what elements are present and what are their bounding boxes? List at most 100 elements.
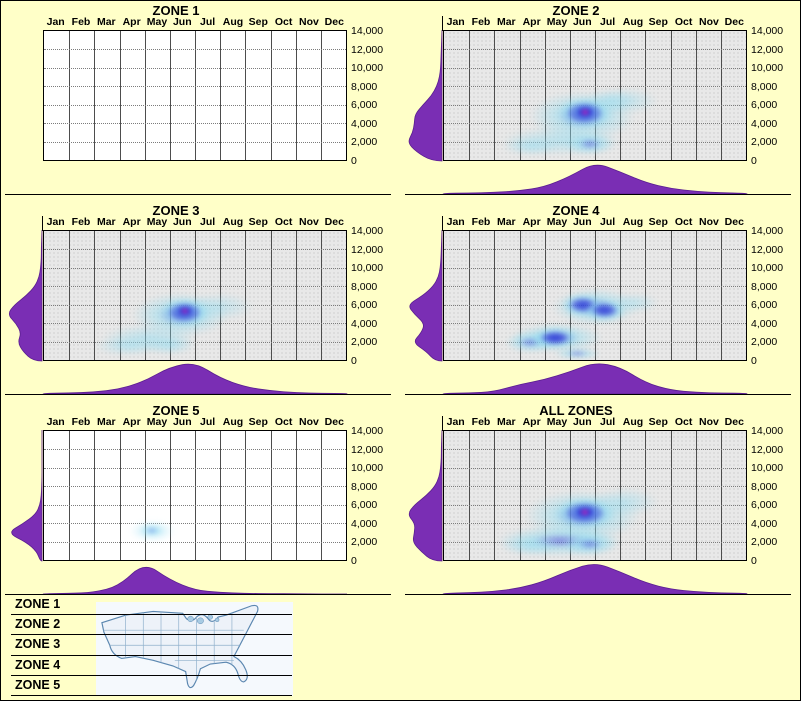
elevation-grid-line bbox=[44, 67, 346, 69]
elevation-tick-label: 2,000 bbox=[351, 336, 378, 349]
month-label: Jul bbox=[200, 16, 216, 28]
elevation-tick-label: 10,000 bbox=[351, 462, 384, 475]
month-label: Oct bbox=[674, 216, 693, 228]
month-grid-line bbox=[119, 431, 121, 560]
elevation-tick-label: 6,000 bbox=[351, 299, 378, 312]
plot-spine-tick bbox=[442, 16, 443, 31]
elevation-tick-label: 14,000 bbox=[751, 225, 784, 237]
elevation-tick-label: 12,000 bbox=[751, 43, 784, 56]
month-grid-line bbox=[670, 231, 672, 360]
elevation-axis: 14,000 12,000 10,000 8,000 6,000 4,000 2,000 0 bbox=[751, 425, 799, 567]
month-label: Sep bbox=[248, 416, 268, 428]
month-label: Oct bbox=[274, 16, 293, 28]
month-label: Feb bbox=[71, 216, 91, 228]
month-label: Oct bbox=[674, 16, 693, 28]
marginal-density-shape bbox=[409, 30, 442, 161]
month-axis: Jan Feb Mar Apr May Jun Jul Aug Sep Oct Nov Dec bbox=[443, 16, 747, 29]
month-label: Jun bbox=[572, 416, 592, 428]
panel-baseline bbox=[5, 594, 391, 595]
elevation-axis: 14,000 12,000 10,000 8,000 6,000 4,000 2,000 0 bbox=[351, 425, 399, 567]
elevation-tick-label: 6,000 bbox=[351, 499, 378, 512]
legend-zone-label: ZONE 2 bbox=[15, 617, 61, 632]
elevation-grid-line bbox=[444, 86, 746, 88]
density-blob bbox=[562, 532, 618, 557]
elevation-tick-label: 10,000 bbox=[351, 262, 384, 275]
month-axis: Jan Feb Mar Apr May Jun Jul Aug Sep Oct Nov Dec bbox=[43, 216, 347, 229]
panel-all-zones: ALL ZONES Jan Feb Mar Apr May Jun Jul Aug Sep Oct… bbox=[401, 401, 800, 600]
elevation-tick-label: 0 bbox=[751, 155, 757, 167]
legend-zone-label: ZONE 1 bbox=[15, 597, 61, 611]
elevation-tick-label: 12,000 bbox=[351, 43, 384, 56]
elevation-tick-label: 0 bbox=[751, 555, 757, 567]
elevation-tick-label: 2,000 bbox=[751, 336, 778, 349]
marginal-density-shape bbox=[43, 364, 347, 394]
month-label: Nov bbox=[699, 16, 719, 28]
density-blobs bbox=[444, 31, 746, 160]
month-label: Mar bbox=[496, 216, 516, 228]
month-grid-line bbox=[645, 31, 647, 160]
month-axis: Jan Feb Mar Apr May Jun Jul Aug Sep Oct Nov Dec bbox=[43, 16, 347, 29]
month-label: Dec bbox=[324, 16, 344, 28]
month-grid-line bbox=[544, 231, 546, 360]
marginal-density-shape bbox=[443, 564, 747, 594]
month-label: Apr bbox=[122, 16, 141, 28]
plot-spine-tick bbox=[42, 216, 43, 231]
month-label: Dec bbox=[324, 416, 344, 428]
month-axis: Jan Feb Mar Apr May Jun Jul Aug Sep Oct Nov Dec bbox=[443, 216, 747, 229]
elevation-grid-line bbox=[44, 141, 346, 143]
elevation-grid-line bbox=[44, 504, 346, 506]
panel-title: ALL ZONES bbox=[539, 403, 613, 418]
month-label: Jan bbox=[46, 216, 65, 228]
marginal-density-shape bbox=[12, 430, 42, 561]
elevation-tick-label: 4,000 bbox=[351, 117, 378, 130]
month-label: Oct bbox=[274, 416, 293, 428]
elevation-tick-label: 6,000 bbox=[751, 99, 778, 112]
month-grid-line bbox=[720, 31, 722, 160]
month-label: Feb bbox=[471, 16, 491, 28]
month-label: Jan bbox=[446, 16, 465, 28]
panel-title: ZONE 1 bbox=[152, 3, 200, 18]
elevation-grid-line bbox=[44, 249, 346, 251]
month-label: Jun bbox=[572, 16, 592, 28]
month-label: Jun bbox=[572, 216, 592, 228]
elevation-tick-label: 2,000 bbox=[751, 536, 778, 549]
elevation-tick-label: 12,000 bbox=[351, 443, 384, 456]
elevation-grid-line bbox=[44, 449, 346, 451]
marginal-density-shape bbox=[409, 430, 442, 561]
month-marginal bbox=[43, 561, 347, 594]
density-blob bbox=[554, 347, 601, 360]
legend-row: ZONE 1 bbox=[11, 595, 292, 616]
month-grid-line bbox=[220, 31, 222, 160]
elevation-tick-label: 8,000 bbox=[351, 80, 378, 93]
month-label: Aug bbox=[622, 416, 644, 428]
month-grid-line bbox=[494, 431, 496, 560]
grid-lines bbox=[44, 431, 346, 560]
panel-title: ZONE 4 bbox=[552, 203, 600, 218]
month-grid-line bbox=[295, 431, 297, 560]
elevation-tick-label: 2,000 bbox=[351, 536, 378, 549]
elevation-grid-line bbox=[44, 523, 346, 525]
month-label: Dec bbox=[724, 416, 744, 428]
month-label: May bbox=[546, 16, 568, 28]
month-grid-line bbox=[270, 31, 272, 160]
legend-row: ZONE 4 bbox=[11, 656, 292, 676]
month-grid-line bbox=[69, 31, 71, 160]
elevation-axis: 14,000 12,000 10,000 8,000 6,000 4,000 2,000 0 bbox=[351, 225, 399, 367]
month-label: Mar bbox=[496, 16, 516, 28]
elevation-grid-line bbox=[44, 486, 346, 488]
month-grid-line bbox=[544, 31, 546, 160]
month-label: Apr bbox=[122, 216, 141, 228]
month-label: Mar bbox=[96, 216, 116, 228]
density-blob bbox=[101, 324, 198, 352]
month-label: Jun bbox=[172, 416, 192, 428]
panel-baseline bbox=[405, 594, 791, 595]
elevation-marginal bbox=[6, 30, 42, 161]
month-grid-line bbox=[494, 31, 496, 160]
elevation-grid-line bbox=[44, 123, 346, 125]
month-label: Jul bbox=[600, 416, 616, 428]
legend-rows: ZONE 1 ZONE 2 ZONE 3 ZONE 4 ZONE 5 bbox=[11, 595, 292, 696]
elevation-tick-label: 8,000 bbox=[751, 480, 778, 493]
marginal-density-shape bbox=[443, 165, 747, 194]
month-label: Oct bbox=[674, 416, 693, 428]
density-blobs bbox=[444, 431, 746, 560]
